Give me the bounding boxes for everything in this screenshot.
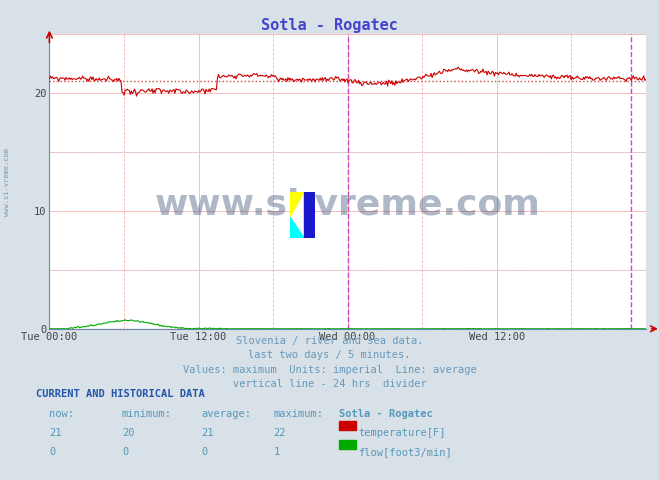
Polygon shape: [290, 217, 304, 238]
Text: temperature[F]: temperature[F]: [358, 428, 446, 438]
Polygon shape: [304, 192, 315, 238]
Text: 1: 1: [273, 447, 279, 457]
Text: last two days / 5 minutes.: last two days / 5 minutes.: [248, 350, 411, 360]
Text: Slovenia / river and sea data.: Slovenia / river and sea data.: [236, 336, 423, 346]
Text: Sotla - Rogatec: Sotla - Rogatec: [339, 409, 433, 419]
Text: minimum:: minimum:: [122, 409, 172, 419]
Text: 0: 0: [122, 447, 128, 457]
Text: 21: 21: [49, 428, 62, 438]
Polygon shape: [290, 192, 304, 217]
Text: www.si-vreme.com: www.si-vreme.com: [155, 188, 540, 222]
Text: 20: 20: [122, 428, 134, 438]
Text: maximum:: maximum:: [273, 409, 324, 419]
Text: CURRENT AND HISTORICAL DATA: CURRENT AND HISTORICAL DATA: [36, 389, 205, 399]
Text: Sotla - Rogatec: Sotla - Rogatec: [261, 18, 398, 33]
Text: vertical line - 24 hrs  divider: vertical line - 24 hrs divider: [233, 379, 426, 389]
Text: 0: 0: [49, 447, 55, 457]
Text: average:: average:: [201, 409, 251, 419]
Text: 21: 21: [201, 428, 214, 438]
Text: 22: 22: [273, 428, 286, 438]
Text: now:: now:: [49, 409, 74, 419]
Text: Values: maximum  Units: imperial  Line: average: Values: maximum Units: imperial Line: av…: [183, 365, 476, 375]
Text: 0: 0: [201, 447, 207, 457]
Text: www.si-vreme.com: www.si-vreme.com: [3, 148, 10, 216]
Text: flow[foot3/min]: flow[foot3/min]: [358, 447, 452, 457]
